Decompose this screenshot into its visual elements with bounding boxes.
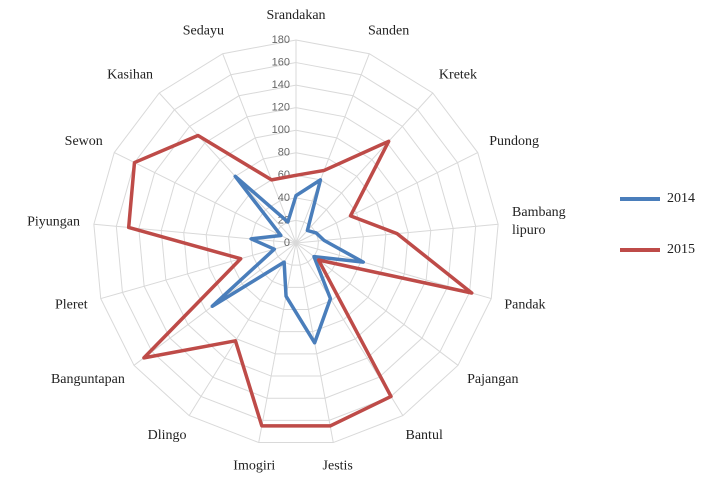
- category-label: Banguntapan: [51, 372, 125, 387]
- category-label: Sedayu: [183, 24, 224, 39]
- y-tick-label: 140: [272, 79, 290, 91]
- category-label: Kasihan: [107, 67, 153, 82]
- y-tick-label: 100: [272, 124, 290, 136]
- category-label: Pandak: [504, 297, 545, 312]
- category-label: Bantul: [406, 428, 443, 443]
- legend-label: 2015: [667, 242, 695, 257]
- y-tick-label: 160: [272, 56, 290, 68]
- series-line: [210, 174, 366, 345]
- spoke: [295, 152, 478, 244]
- spoke: [158, 92, 297, 244]
- y-tick-label: 40: [278, 192, 290, 204]
- grid-line: [205, 152, 387, 333]
- category-label: Piyungan: [27, 214, 80, 229]
- label-line: Bambang: [512, 205, 566, 220]
- category-label: Kretek: [439, 67, 477, 82]
- grid-line: [115, 62, 477, 421]
- category-label: Pleret: [55, 297, 88, 312]
- category-label: Sanden: [368, 24, 409, 39]
- spoke: [93, 223, 297, 244]
- category-label: Srandakan: [266, 8, 325, 23]
- grid-line: [183, 129, 409, 355]
- spoke: [295, 242, 459, 366]
- category-label: Imogiri: [233, 458, 275, 473]
- category-label: Bambang lipuro: [512, 205, 566, 238]
- y-tick-label: 180: [272, 34, 290, 46]
- category-label: Pajangan: [467, 372, 518, 387]
- category-label: Sewon: [65, 134, 103, 149]
- category-label: Dlingo: [148, 428, 187, 443]
- spoke: [114, 152, 297, 244]
- spoke: [258, 242, 297, 443]
- grid-line: [250, 197, 342, 288]
- y-tick-label: 0: [284, 237, 290, 249]
- series-line: [126, 133, 474, 428]
- spoke: [222, 53, 297, 244]
- label-line: lipuro: [512, 223, 545, 238]
- category-label: Jestis: [323, 458, 353, 473]
- y-tick-label: 80: [278, 147, 290, 159]
- spoke: [295, 53, 370, 244]
- grid-line: [160, 107, 432, 377]
- category-label: Pundong: [489, 134, 539, 149]
- legend-label: 2014: [667, 191, 695, 206]
- grid-line: [138, 84, 454, 399]
- spoke: [295, 92, 434, 244]
- spoke: [100, 242, 297, 300]
- spoke: [188, 242, 297, 416]
- grid-line: [93, 39, 499, 444]
- y-tick-label: 120: [272, 102, 290, 114]
